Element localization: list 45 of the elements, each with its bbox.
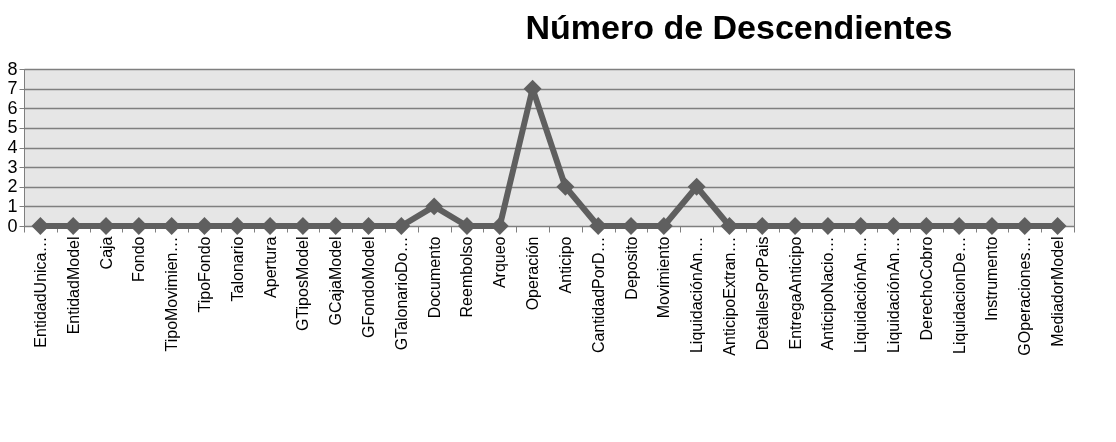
x-tick-label: GTiposModel [294, 236, 312, 332]
x-tick-label: Instrumento [983, 236, 1001, 321]
y-tick-label: 5 [7, 117, 18, 138]
x-tick-label: Documento [425, 236, 443, 319]
y-tick-label: 2 [7, 176, 18, 197]
x-tick-label: LiquidacionDe… [950, 236, 968, 354]
point [556, 177, 575, 196]
x-tick-label: Reembolso [458, 236, 476, 318]
x-tick-label: AnticipoExtran… [720, 236, 738, 356]
y-tick-label: 3 [7, 156, 18, 177]
point [425, 197, 444, 216]
x-tick-label: Deposito [622, 236, 640, 300]
x-tick-label: GCajaModel [327, 236, 345, 326]
x-tick-label: GTalonarioDo… [392, 236, 410, 351]
x-tick-label: Movimiento [655, 236, 673, 319]
x-tick-label: EntidadUnica… [31, 236, 49, 348]
x-tick-label: DetallesPorPais [753, 236, 771, 351]
y-tick-label: 0 [7, 215, 18, 236]
x-tick-label: AnticipoNacio… [819, 236, 837, 351]
x-tick-label: Apertura [261, 236, 279, 298]
x-tick-label: LiquidaciónAn… [885, 236, 903, 354]
x-tick-label: GOperaciones… [1016, 236, 1034, 356]
point [687, 177, 706, 196]
x-tick-label: DerechoCobro [917, 236, 935, 341]
x-tick-label: CantidadPorD… [589, 236, 607, 353]
x-tick-label: Talonario [228, 236, 246, 302]
y-tick-label: 1 [7, 195, 18, 216]
y-tick-label: 8 [7, 58, 18, 79]
x-tick-label: Operación [524, 236, 542, 311]
x-tick-label: Fondo [130, 236, 148, 282]
x-tick-label: Caja [97, 236, 115, 270]
x-tick-label: Arqueo [491, 236, 509, 289]
y-tick-label: 7 [7, 78, 18, 99]
x-tick-label: EntidadModel [64, 236, 82, 335]
x-tick-label: EntregaAnticipo [786, 236, 804, 350]
x-tick-label: GFondoModel [360, 236, 378, 338]
x-tick-label: LiquidaciónAn… [688, 236, 706, 354]
x-tick-label: Anticipo [556, 236, 574, 294]
y-tick-label: 4 [7, 137, 18, 157]
x-tick-label: MediadorModel [1049, 236, 1067, 347]
x-tick-label: TipoMovimien… [163, 236, 181, 352]
x-tick-label: TipoFondo [195, 236, 213, 313]
x-tick-label: LiquidaciónAn… [852, 236, 870, 354]
y-tick-label: 6 [7, 97, 18, 118]
chart-title: Número de Descendientes [525, 8, 953, 46]
